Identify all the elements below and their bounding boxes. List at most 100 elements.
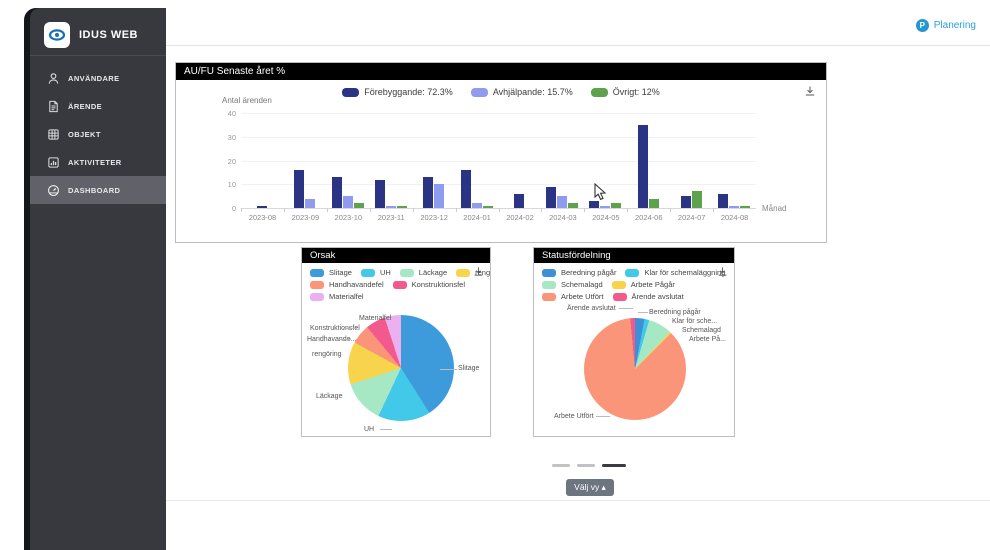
sidebar-item-label: ANVÄNDARE: [68, 73, 120, 83]
bar-förebyggande[interactable]: [718, 193, 729, 208]
bar-förebyggande[interactable]: [374, 179, 385, 208]
sidebar-item-objekt[interactable]: OBJEKT: [30, 120, 166, 148]
legend-item-ovrigt[interactable]: Övrigt: 12%: [590, 87, 660, 97]
user-icon: [48, 72, 59, 84]
bar-avhjälpande[interactable]: [305, 198, 316, 208]
pager-dash-3-active[interactable]: [602, 464, 626, 467]
download-icon[interactable]: [804, 85, 816, 97]
bar-förebyggande[interactable]: [589, 200, 600, 208]
sidebar-item-anvandare[interactable]: ANVÄNDARE: [30, 64, 166, 92]
bar-övrigt[interactable]: [353, 203, 364, 208]
leader-line: [596, 416, 610, 417]
sidebar-item-label: ÄRENDE: [68, 101, 103, 111]
bar-förebyggande[interactable]: [637, 124, 648, 208]
legend-label: Schemalagd: [561, 280, 603, 289]
legend-swatch: [310, 292, 324, 301]
x-tick-mark: [241, 208, 242, 212]
legend-label: Ärende avslutat: [631, 292, 684, 301]
topbar: P Planering: [166, 8, 990, 46]
sidebar-item-arende[interactable]: ÄRENDE: [30, 92, 166, 120]
legend-item[interactable]: Klar för schemaläggning: [625, 268, 725, 277]
y-tick-label: 30: [227, 132, 236, 142]
legend-item[interactable]: Konstruktionsfel: [392, 280, 465, 289]
legend-item[interactable]: Materialfel: [310, 292, 364, 301]
valj-vy-button[interactable]: Välj vy ▴: [566, 479, 614, 496]
legend-item[interactable]: Beredning pågår: [542, 268, 616, 277]
bar-förebyggande[interactable]: [460, 170, 471, 208]
bar-förebyggande[interactable]: [680, 196, 691, 208]
pie-label: Materialfel: [359, 315, 392, 322]
legend-swatch: [542, 280, 556, 289]
sidebar-divider: [30, 55, 166, 56]
gridline: [241, 113, 756, 114]
bar-övrigt[interactable]: [396, 205, 407, 208]
bar-avhjälpande[interactable]: [729, 205, 740, 208]
bar-förebyggande[interactable]: [256, 205, 267, 208]
bar-övrigt[interactable]: [691, 191, 702, 208]
sidebar: IDUS WEB ANVÄNDARE ÄRENDE OBJEKT AKTIVIT…: [30, 8, 166, 550]
planering-link[interactable]: P Planering: [915, 19, 976, 32]
legend-label: Arbete Pågår: [630, 280, 675, 289]
pie-label: UH: [364, 426, 375, 433]
legend-item[interactable]: Handhavandefel: [310, 280, 384, 289]
legend-item[interactable]: Arbete Pågår: [611, 280, 675, 289]
bar-övrigt[interactable]: [568, 203, 579, 208]
legend-item[interactable]: rengöring: [456, 268, 490, 277]
y-tick-label: 40: [227, 109, 236, 118]
legend-item[interactable]: UH: [360, 268, 391, 277]
sidebar-item-dashboard[interactable]: DASHBOARD: [30, 176, 166, 204]
bar-förebyggande[interactable]: [514, 193, 525, 208]
bar-övrigt[interactable]: [648, 198, 659, 208]
pager-dash-2[interactable]: [577, 464, 595, 467]
status-pie[interactable]: [584, 318, 686, 420]
bar-chart-body: Förebyggande: 72.3% Avhjälpande: 15.7% Ö…: [176, 80, 826, 242]
bar-förebyggande[interactable]: [294, 170, 305, 208]
legend-item-avhjalpande[interactable]: Avhjälpande: 15.7%: [470, 87, 573, 97]
content-divider: [166, 500, 990, 501]
sidebar-item-aktiviteter[interactable]: AKTIVITETER: [30, 148, 166, 176]
x-tick-mark: [412, 208, 414, 212]
download-icon[interactable]: [717, 266, 728, 277]
pie-label: Klar för sche...: [672, 318, 718, 325]
brand: IDUS WEB: [44, 22, 138, 48]
pie-label: Arbete Utfört: [554, 413, 594, 420]
leader-line: [380, 429, 392, 430]
x-tick-label: 2023-09: [291, 213, 320, 222]
bar-övrigt[interactable]: [482, 205, 493, 208]
bar-förebyggande[interactable]: [331, 177, 342, 208]
legend-item[interactable]: Arbete Utfört: [542, 292, 604, 301]
legend-swatch: [392, 280, 407, 289]
bar-avhjälpande[interactable]: [385, 205, 396, 208]
bar-avhjälpande[interactable]: [557, 196, 568, 208]
legend-item-forebyggande[interactable]: Förebyggande: 72.3%: [342, 87, 453, 97]
bar-förebyggande[interactable]: [423, 177, 434, 208]
legend-item[interactable]: Läckage: [399, 268, 447, 277]
mouse-cursor: [594, 183, 607, 201]
sidebar-item-label: AKTIVITETER: [68, 157, 122, 167]
orsak-title: Orsak: [302, 248, 490, 263]
x-tick-mark: [455, 208, 457, 212]
bar-avhjälpande[interactable]: [434, 184, 445, 208]
orsak-pie[interactable]: [348, 315, 454, 421]
pager-dash-1[interactable]: [552, 464, 570, 467]
sidebar-item-label: DASHBOARD: [68, 185, 121, 195]
app-title: IDUS WEB: [79, 29, 138, 41]
bar-övrigt[interactable]: [611, 203, 622, 208]
sidebar-nav: ANVÄNDARE ÄRENDE OBJEKT AKTIVITETER DASH…: [30, 64, 166, 204]
download-icon[interactable]: [473, 266, 484, 277]
bar-avhjälpande[interactable]: [342, 196, 353, 208]
legend-label: Förebyggande: 72.3%: [364, 87, 453, 97]
document-icon: [49, 100, 58, 112]
legend-item[interactable]: Schemalagd: [542, 280, 603, 289]
bar-avhjälpande[interactable]: [471, 203, 482, 208]
bar-chart-title: AU/FU Senaste året %: [176, 63, 826, 80]
x-tick-mark: [498, 208, 500, 212]
legend-item[interactable]: Slitage: [310, 268, 352, 277]
legend-swatch: [310, 268, 324, 277]
bar-avhjälpande[interactable]: [600, 205, 611, 208]
bar-övrigt[interactable]: [740, 205, 751, 208]
bar-plot: [241, 113, 756, 212]
bar-förebyggande[interactable]: [546, 186, 557, 208]
legend-swatch: [470, 87, 488, 97]
legend-item[interactable]: Ärende avslutat: [612, 292, 684, 301]
